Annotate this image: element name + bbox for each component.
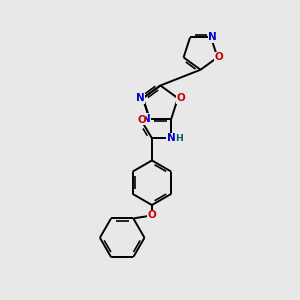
Text: H: H xyxy=(176,134,184,143)
Text: O: O xyxy=(214,52,223,62)
Text: N: N xyxy=(136,93,144,103)
Text: O: O xyxy=(137,115,146,125)
Text: N: N xyxy=(167,133,176,143)
Text: N: N xyxy=(142,114,151,124)
Text: O: O xyxy=(148,210,156,220)
Text: N: N xyxy=(208,32,217,43)
Text: O: O xyxy=(176,93,185,103)
